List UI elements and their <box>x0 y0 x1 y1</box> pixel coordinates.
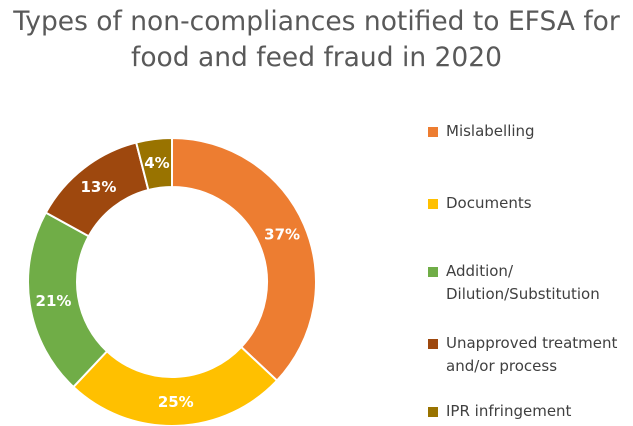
chart-title: Types of non-compliances notified to EFS… <box>0 4 633 76</box>
data-label-2: 21% <box>36 292 72 310</box>
legend-swatch-3 <box>428 339 438 349</box>
legend-label-3: Unapproved treatment and/or process <box>446 334 618 375</box>
legend-swatch-1 <box>428 199 438 209</box>
donut-slice-1 <box>72 345 279 426</box>
legend-label-0: Mislabelling <box>446 122 535 140</box>
data-label-3: 13% <box>80 178 116 196</box>
legend-label-1: Documents <box>446 194 532 212</box>
data-label-4: 4% <box>144 154 169 172</box>
data-label-1: 25% <box>158 393 194 411</box>
chart-title-line-2: food and feed fraud in 2020 <box>131 42 502 73</box>
donut-slice-0 <box>171 136 317 382</box>
legend-swatch-0 <box>428 127 438 137</box>
data-label-0: 37% <box>264 225 300 243</box>
legend-label-2: Addition/ Dilution/Substitution <box>446 262 600 303</box>
chart-legend: Mislabelling Documents Addition/ Dilution/… <box>428 0 633 426</box>
donut-slice-4 <box>134 136 173 192</box>
legend-swatch-2 <box>428 267 438 277</box>
chart-title-line-1: Types of non-compliances notified to EFS… <box>13 6 620 37</box>
legend-label-4: IPR infringement <box>446 402 572 420</box>
legend-swatch-4 <box>428 407 438 417</box>
